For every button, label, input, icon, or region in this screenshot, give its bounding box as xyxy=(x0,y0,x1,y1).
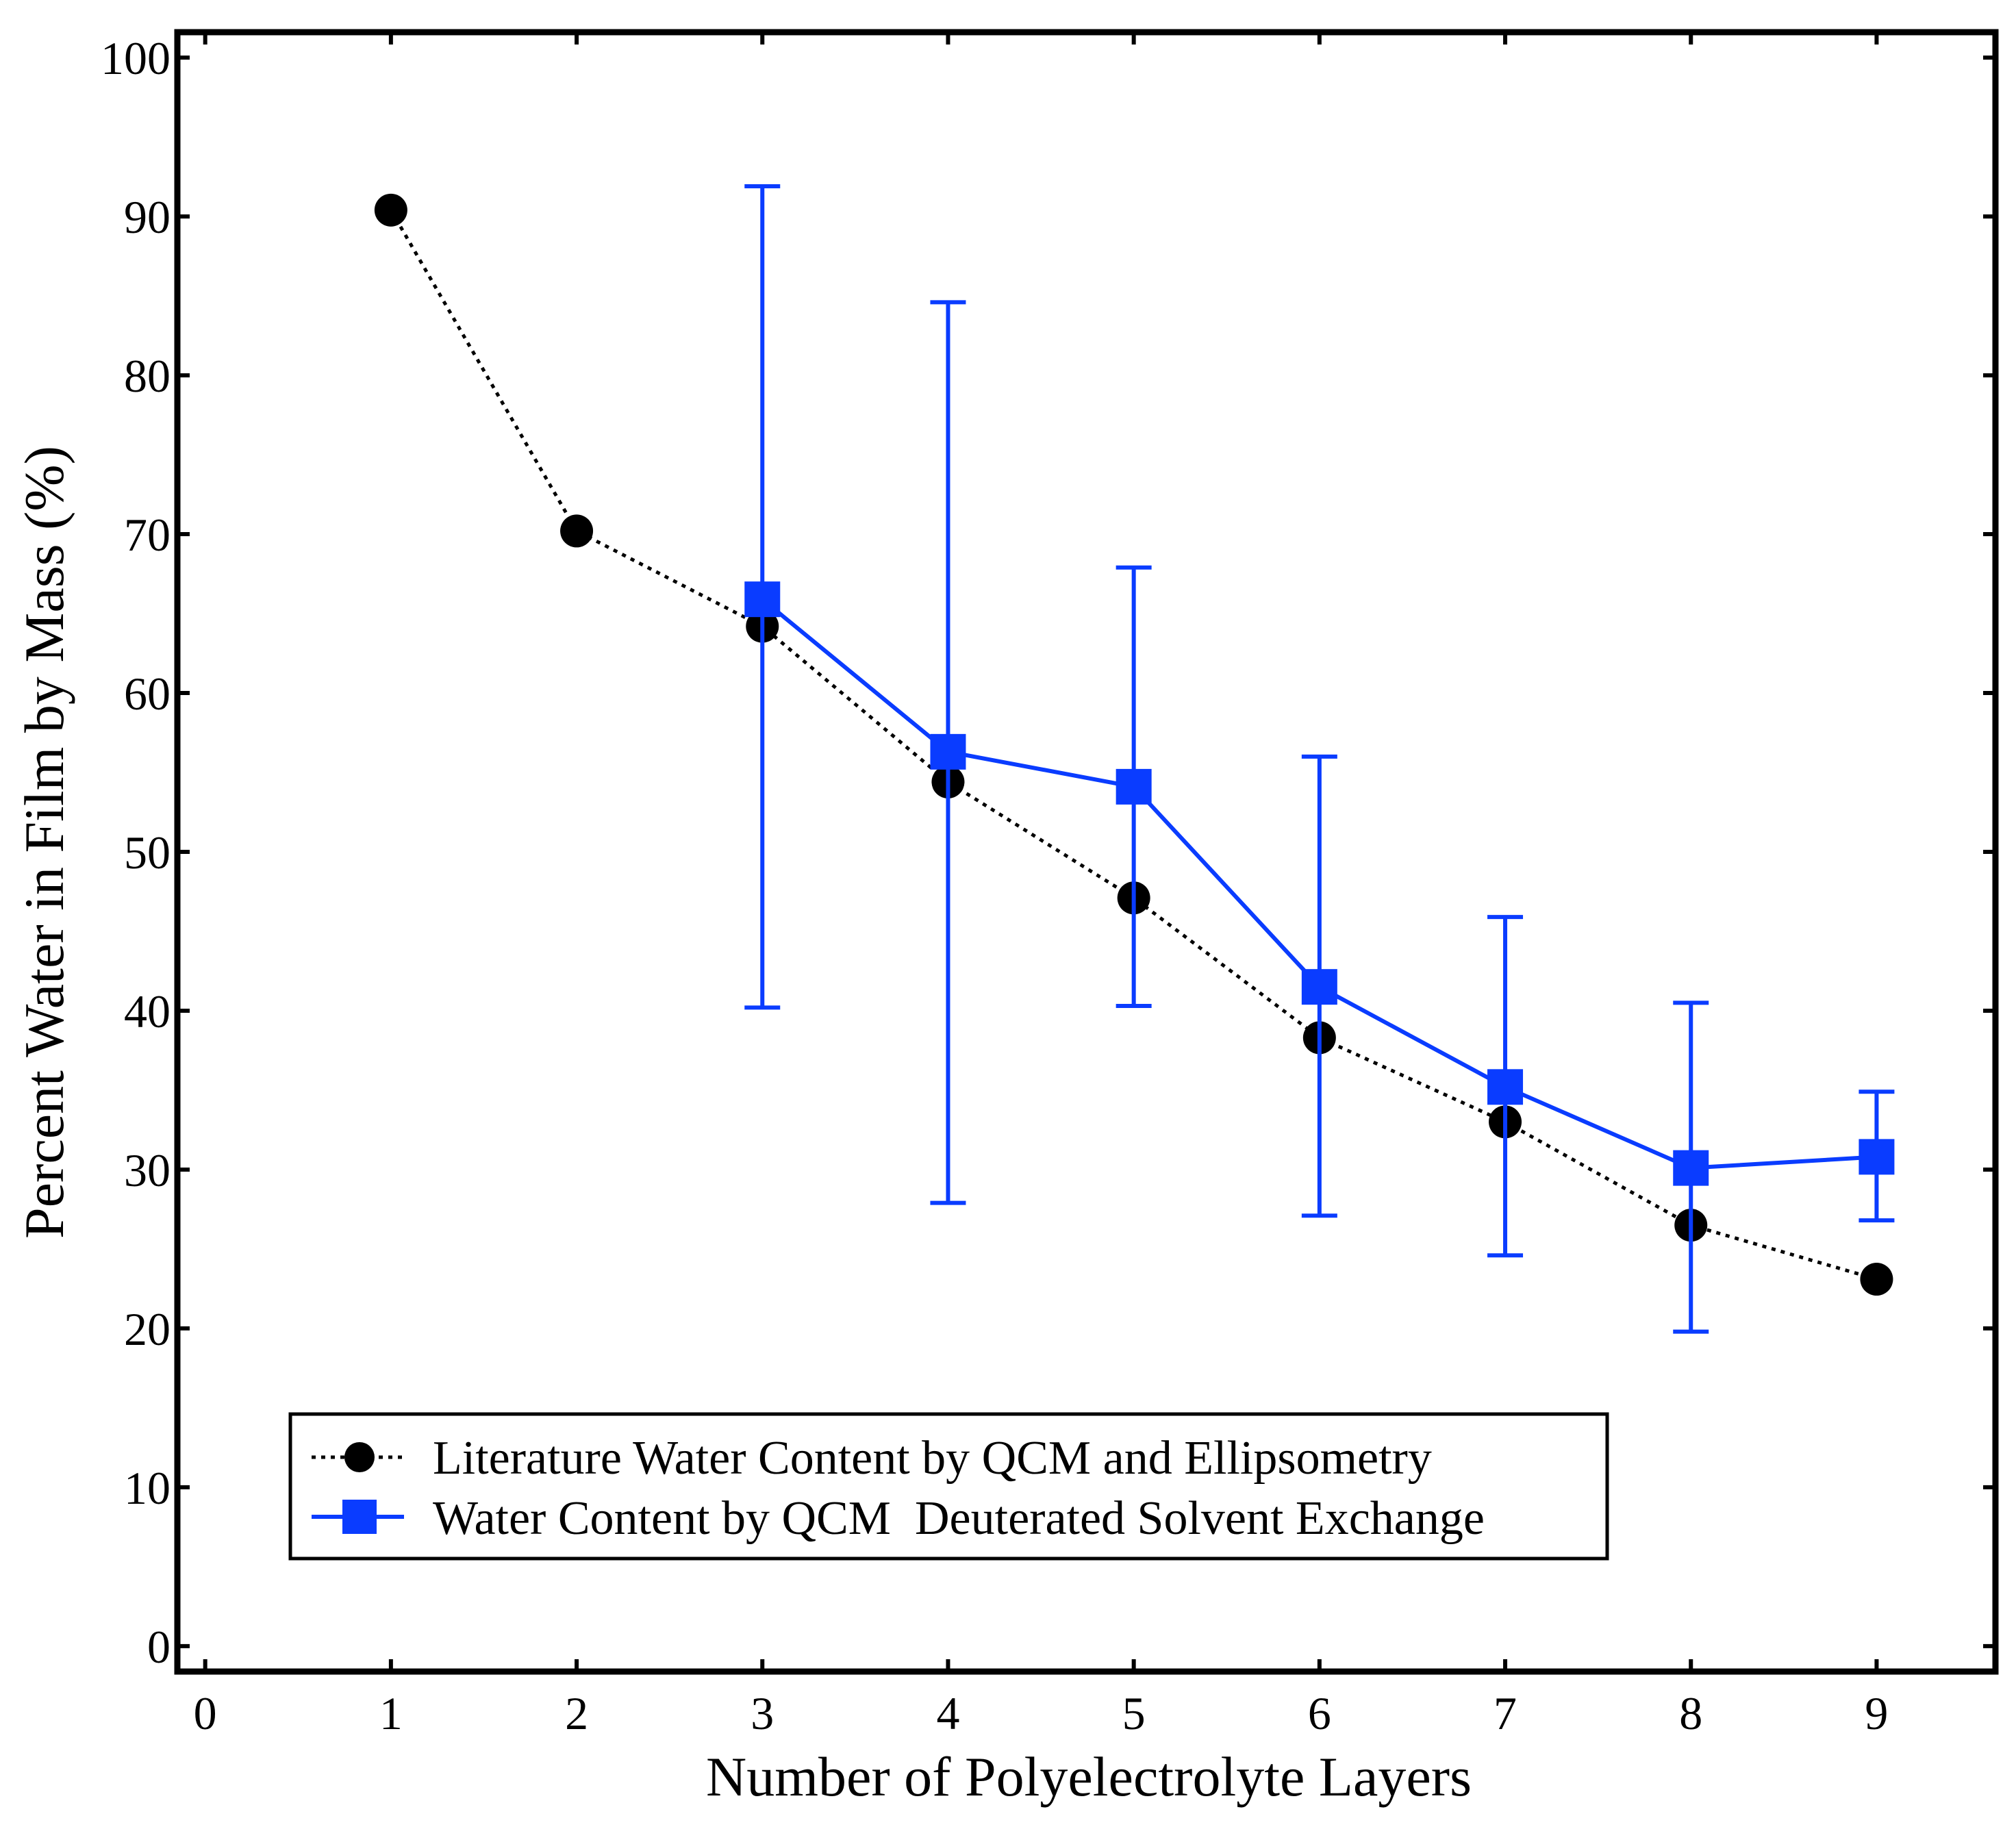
data-point-square xyxy=(1673,1150,1709,1186)
y-tick-label: 20 xyxy=(124,1303,171,1355)
y-tick-label: 70 xyxy=(124,509,171,561)
y-tick-label: 60 xyxy=(124,668,171,720)
y-tick-label: 90 xyxy=(124,191,171,243)
data-point-circle xyxy=(374,193,407,227)
data-point-circle xyxy=(560,514,594,548)
y-tick-label: 10 xyxy=(124,1462,171,1514)
y-tick-label: 0 xyxy=(147,1621,171,1673)
legend-box xyxy=(288,1412,1609,1561)
data-point-square xyxy=(1116,768,1152,805)
x-axis-label: Number of Polyelectrolyte Layers xyxy=(706,1746,1472,1808)
data-point-square xyxy=(1301,969,1337,1005)
data-point-square xyxy=(1487,1069,1524,1105)
y-tick-label: 100 xyxy=(101,32,171,84)
x-tick-label: 6 xyxy=(1308,1687,1331,1739)
x-tick-label: 2 xyxy=(565,1687,588,1739)
y-tick-label: 80 xyxy=(124,350,171,402)
x-tick-label: 8 xyxy=(1679,1687,1702,1739)
x-tick-label: 7 xyxy=(1494,1687,1517,1739)
x-tick-label: 1 xyxy=(379,1687,403,1739)
data-point-circle xyxy=(1860,1263,1893,1296)
data-point-square xyxy=(930,733,966,770)
y-tick-label: 40 xyxy=(124,985,171,1037)
x-tick-label: 4 xyxy=(936,1687,959,1739)
data-point-square xyxy=(744,581,781,618)
legend-marker-qcm xyxy=(342,1500,377,1534)
data-point-square xyxy=(1859,1139,1895,1175)
legend-label-qcm: Water Content by QCM Deuterated Solvent … xyxy=(433,1492,1485,1545)
legend-marker-literature xyxy=(344,1442,375,1472)
x-tick-label: 3 xyxy=(751,1687,774,1739)
x-tick-label: 9 xyxy=(1865,1687,1888,1739)
y-axis-label: Percent Water in Film by Mass (%) xyxy=(13,446,75,1239)
x-tick-label: 5 xyxy=(1122,1687,1146,1739)
x-tick-label: 0 xyxy=(194,1687,217,1739)
y-tick-label: 50 xyxy=(124,827,171,879)
y-tick-label: 30 xyxy=(124,1144,171,1196)
legend-label-literature: Literature Water Content by QCM and Elli… xyxy=(433,1432,1432,1485)
legend: Literature Water Content by QCM and Elli… xyxy=(288,1412,1609,1561)
